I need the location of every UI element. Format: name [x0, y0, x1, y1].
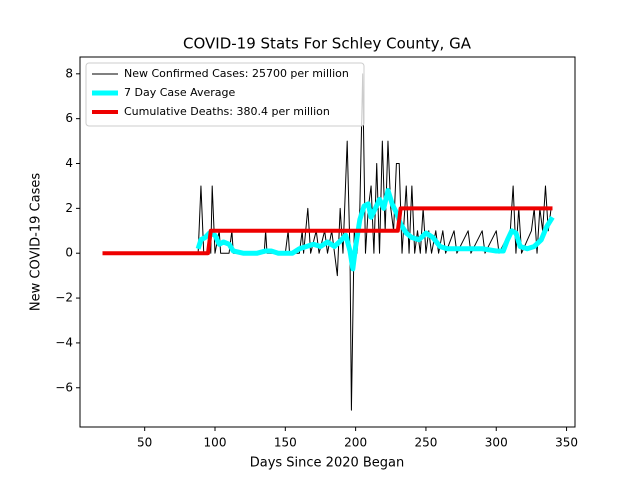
x-tick-label: 200 [344, 436, 367, 450]
series-line [102, 206, 553, 256]
y-tick-label: 8 [65, 66, 73, 80]
legend-label: Cumulative Deaths: 380.4 per million [124, 105, 330, 118]
y-tick-label: 6 [65, 111, 73, 125]
x-tick-label: 300 [485, 436, 508, 450]
y-tick-label: −6 [55, 380, 73, 394]
x-tick-label: 150 [274, 436, 297, 450]
legend-label: 7 Day Case Average [124, 86, 236, 99]
y-tick-label: 4 [65, 156, 73, 170]
y-axis-label: New COVID-19 Cases [29, 173, 44, 311]
series-line [195, 187, 555, 272]
y-tick-label: 0 [65, 246, 73, 260]
x-tick-label: 100 [204, 436, 227, 450]
y-tick-label: 2 [65, 201, 73, 215]
plot-frame [79, 56, 576, 428]
y-tick-label: −4 [55, 335, 73, 349]
x-tick-label: 350 [555, 436, 578, 450]
x-tick-label: 250 [414, 436, 437, 450]
chart-title: COVID-19 Stats For Schley County, GA [183, 35, 472, 53]
x-axis-label: Days Since 2020 Began [250, 456, 405, 471]
x-tick-label: 50 [137, 436, 152, 450]
legend-label: New Confirmed Cases: 25700 per million [124, 67, 349, 80]
legend-box [85, 62, 365, 127]
y-tick-label: −2 [55, 291, 73, 305]
